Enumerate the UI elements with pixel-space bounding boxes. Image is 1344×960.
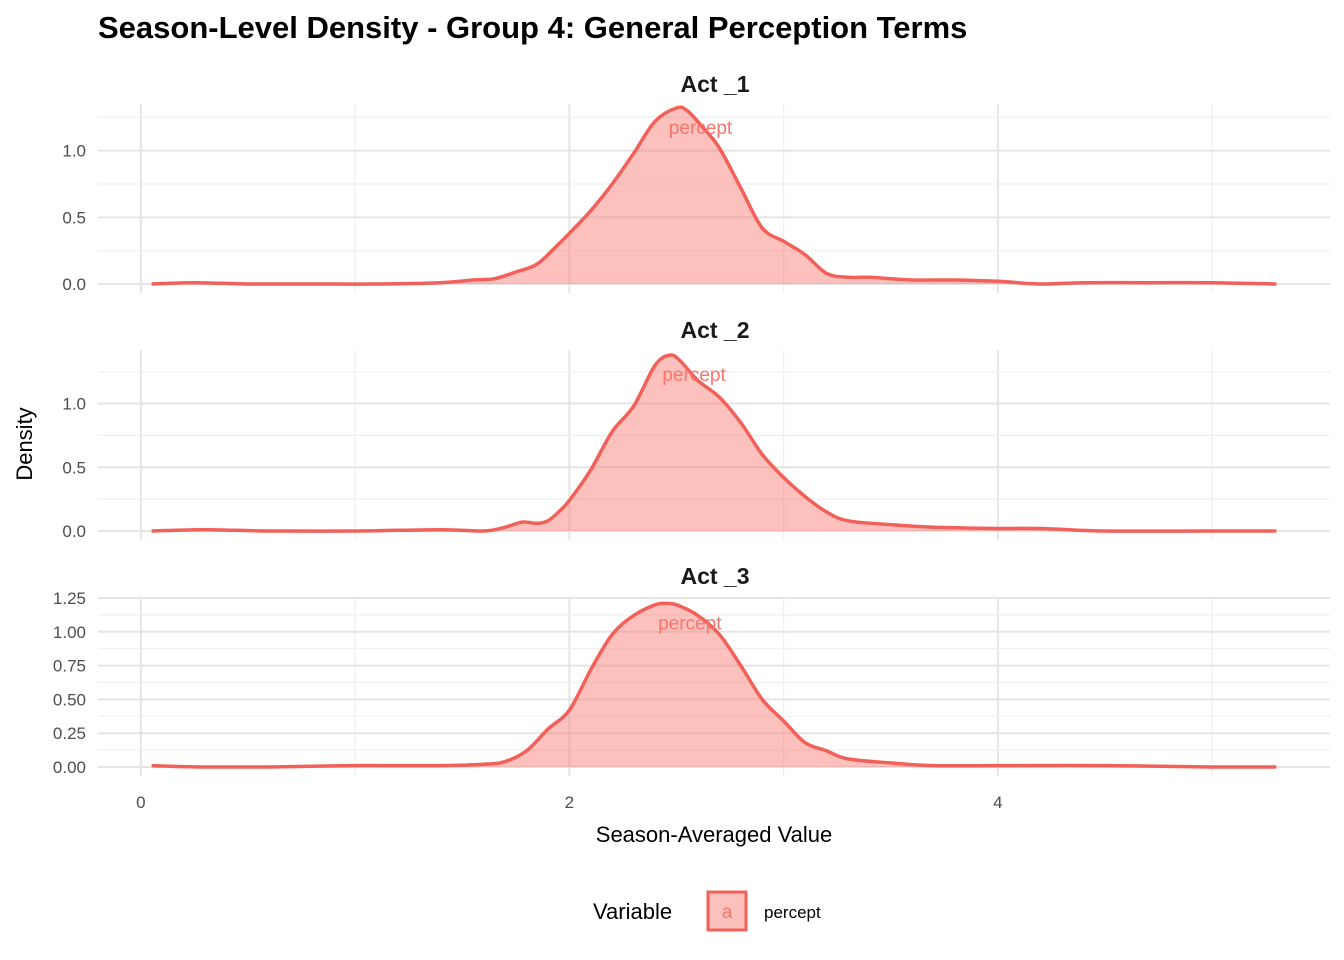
density-area-percept: [151, 107, 1277, 285]
legend-key-glyph: a: [722, 902, 733, 923]
chart-title: Season-Level Density - Group 4: General …: [98, 10, 967, 45]
y-tick-label: 0.25: [53, 724, 86, 743]
density-line-percept: [151, 601, 1277, 769]
peak-label: percept: [658, 613, 722, 634]
y-tick-label: 0.0: [62, 522, 86, 541]
legend-title: Variable: [593, 899, 672, 924]
y-tick-label: 1.25: [53, 589, 86, 608]
peak-label: percept: [669, 118, 733, 139]
y-tick-label: 1.00: [53, 623, 86, 642]
panel-body: 0.00 0.25 0.50 0.75 1.00 1.25 percept: [53, 589, 1330, 777]
y-tick-label: 0.5: [62, 458, 86, 477]
density-line-percept: [151, 105, 1277, 286]
panel-body: 0.0 0.5 1.0 percept: [62, 350, 1330, 541]
y-tick-label: 0.00: [53, 758, 86, 777]
panel-strip-label: Act _2: [680, 317, 749, 343]
x-tick-label: 0: [136, 793, 145, 812]
y-tick-label: 1.0: [62, 395, 86, 414]
density-area-percept: [151, 355, 1277, 532]
y-tick-label: 1.0: [62, 142, 86, 161]
y-tick-label: 0.75: [53, 657, 86, 676]
x-axis-ticks: 0 2 4: [136, 793, 1003, 812]
y-tick-label: 0.0: [62, 275, 86, 294]
y-axis-title: Density: [12, 407, 37, 480]
legend-entry-percept: percept: [764, 903, 821, 922]
x-tick-label: 2: [565, 793, 574, 812]
x-axis-title: Season-Averaged Value: [596, 822, 832, 847]
legend: Variable a percept: [593, 890, 821, 932]
panel-strip-label: Act _1: [680, 71, 749, 97]
panel-act-3: Act _3 0.00 0.25 0.50 0.75 1.00 1.25 percept: [53, 563, 1330, 777]
panel-act-1: Act _1 0.0 0.5 1.0 percept: [62, 71, 1330, 294]
y-tick-label: 0.50: [53, 690, 86, 709]
peak-label: percept: [662, 365, 726, 386]
panel-act-2: Act _2 0.0 0.5 1.0 percept: [62, 317, 1330, 541]
y-tick-label: 0.5: [62, 208, 86, 227]
density-line-percept: [151, 353, 1277, 533]
legend-key: [706, 890, 748, 932]
x-tick-label: 4: [993, 793, 1002, 812]
panel-body: 0.0 0.5 1.0 percept: [62, 104, 1330, 294]
panel-strip-label: Act _3: [680, 563, 749, 589]
density-area-percept: [151, 603, 1277, 768]
